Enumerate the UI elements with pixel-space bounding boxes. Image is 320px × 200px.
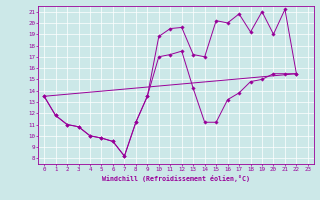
X-axis label: Windchill (Refroidissement éolien,°C): Windchill (Refroidissement éolien,°C) [102, 175, 250, 182]
